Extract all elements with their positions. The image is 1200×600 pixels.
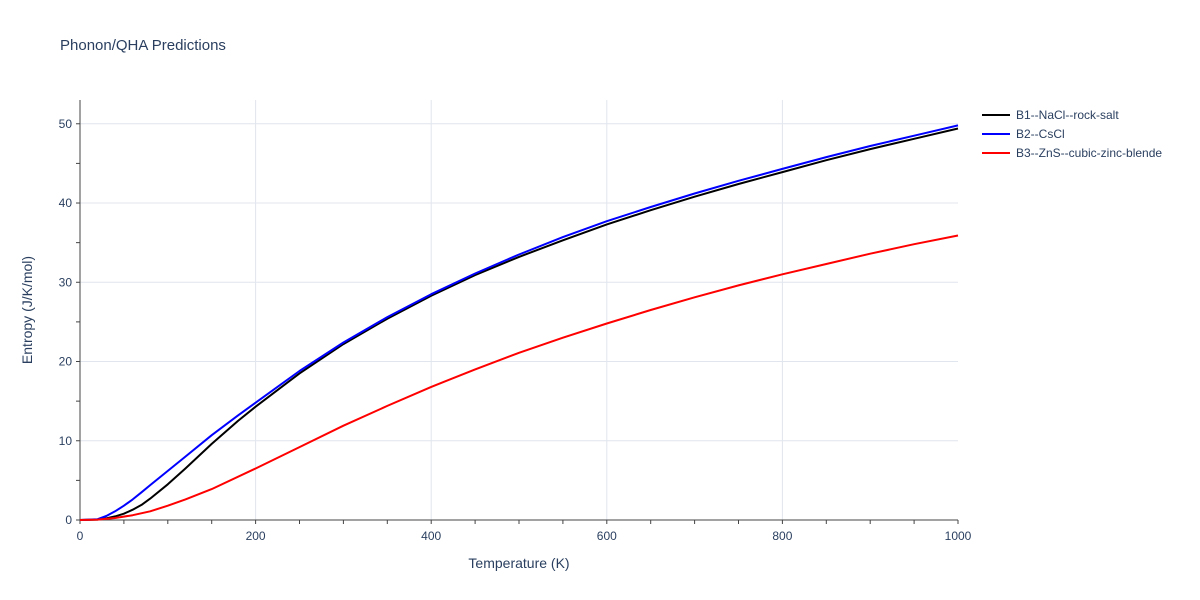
y-tick-label: 50	[59, 117, 73, 131]
x-tick-label: 0	[77, 529, 84, 543]
legend-item-2[interactable]: B2--CsCl	[982, 127, 1065, 141]
x-tick-label: 800	[772, 529, 792, 543]
axes: 0 10 20 30 40 50 0 200 400 600 800 1000	[59, 100, 972, 543]
x-axis-title: Temperature (K)	[468, 555, 569, 571]
series-line-1	[79, 127, 959, 521]
series-line-2	[79, 124, 959, 521]
x-tick-label: 1000	[945, 529, 972, 543]
legend-label: B1--NaCl--rock-salt	[1016, 108, 1119, 122]
legend-label: B2--CsCl	[1016, 127, 1065, 141]
x-tick-label: 200	[246, 529, 266, 543]
plot-area	[79, 124, 959, 521]
x-tick-label: 600	[597, 529, 617, 543]
chart-title: Phonon/QHA Predictions	[60, 37, 226, 54]
y-tick-label: 30	[59, 275, 73, 289]
y-tick-label: 0	[65, 513, 72, 527]
legend-label: B3--ZnS--cubic-zinc-blende	[1016, 146, 1162, 160]
y-tick-label: 40	[59, 196, 73, 210]
x-tick-label: 400	[421, 529, 441, 543]
series-line-3	[79, 234, 959, 521]
grid-lines	[80, 100, 958, 520]
legend-item-1[interactable]: B1--NaCl--rock-salt	[982, 108, 1119, 122]
y-tick-label: 20	[59, 355, 73, 369]
legend-item-3[interactable]: B3--ZnS--cubic-zinc-blende	[982, 146, 1162, 160]
y-tick-label: 10	[59, 434, 73, 448]
y-axis-title: Entropy (J/K/mol)	[19, 256, 35, 364]
legend[interactable]: B1--NaCl--rock-salt B2--CsCl B3--ZnS--cubi…	[982, 108, 1162, 160]
